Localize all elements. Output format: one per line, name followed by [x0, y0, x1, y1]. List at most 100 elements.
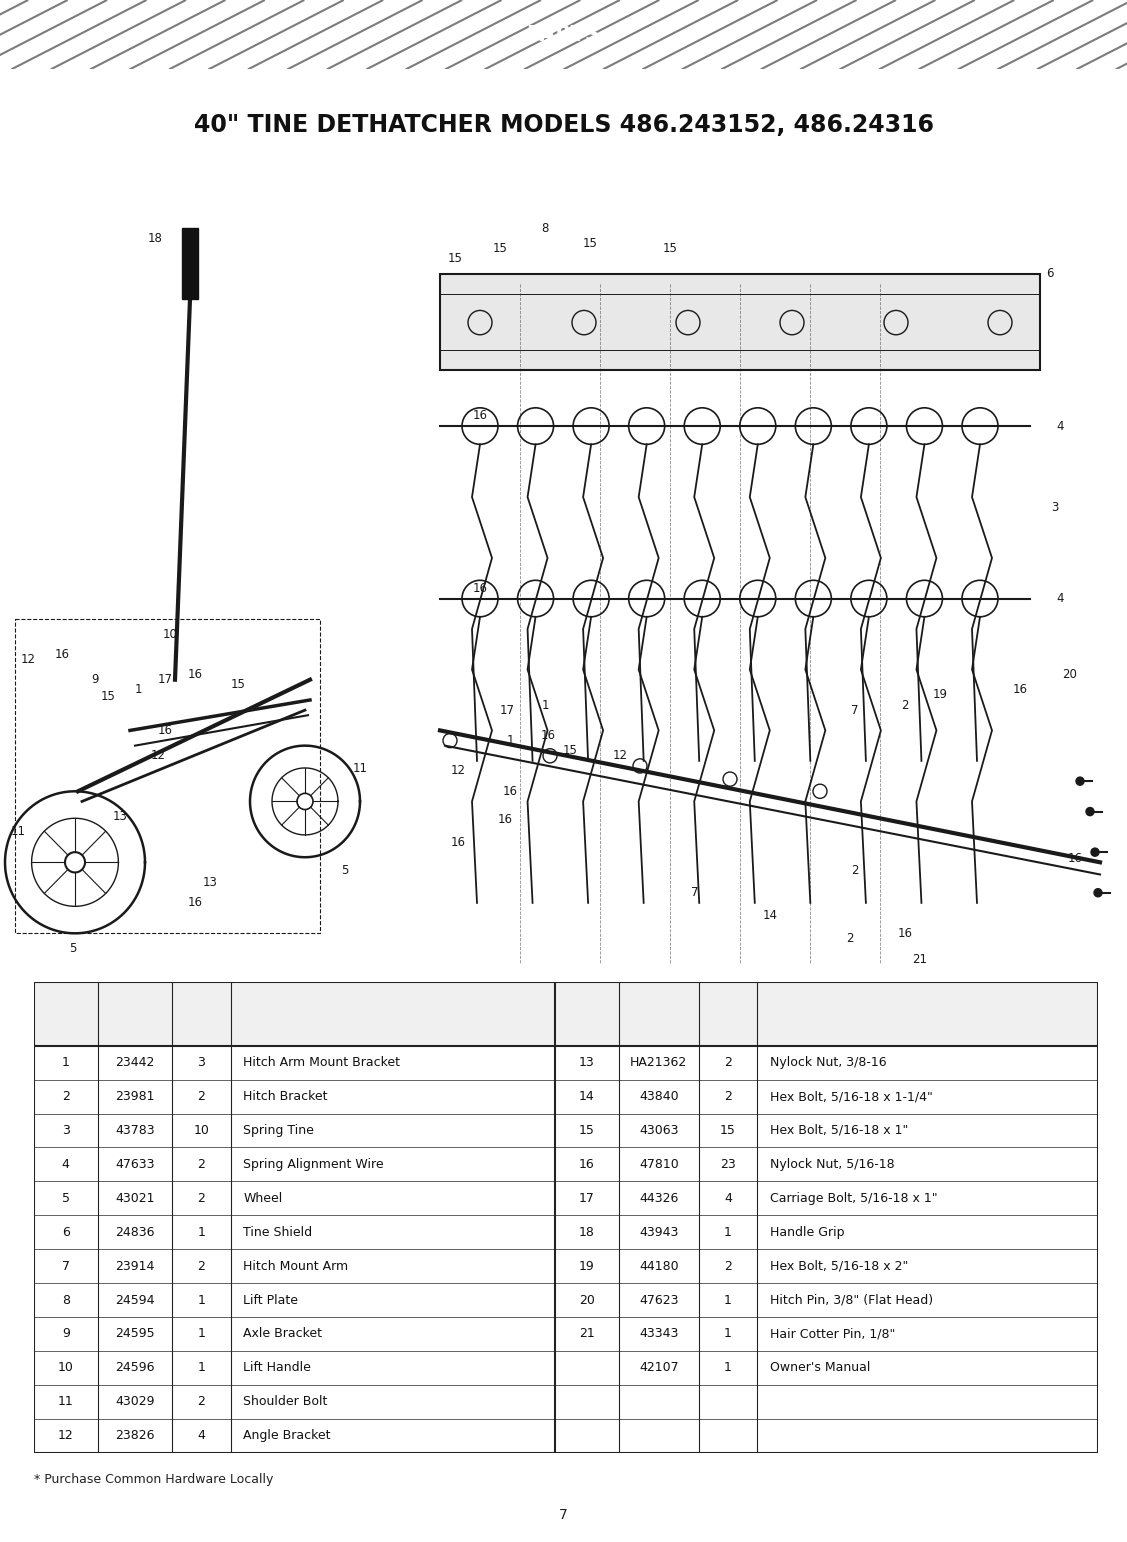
Text: 2: 2	[62, 1090, 70, 1103]
Text: 10: 10	[162, 628, 177, 640]
Text: Spring Alignment Wire: Spring Alignment Wire	[243, 1158, 384, 1170]
Text: Hitch Arm Mount Bracket: Hitch Arm Mount Bracket	[243, 1056, 400, 1069]
Text: 23442: 23442	[115, 1056, 154, 1069]
Text: 2: 2	[197, 1158, 205, 1170]
Text: 9: 9	[91, 674, 99, 686]
Text: 4: 4	[724, 1192, 731, 1204]
Text: 12: 12	[151, 749, 166, 762]
Text: 19: 19	[579, 1260, 595, 1272]
Text: 1: 1	[724, 1294, 731, 1306]
Text: 18: 18	[148, 231, 162, 245]
Text: 15: 15	[231, 678, 246, 691]
Text: 24836: 24836	[115, 1226, 154, 1238]
Text: 7: 7	[62, 1260, 70, 1272]
Text: 21: 21	[579, 1328, 595, 1340]
Text: Hex Bolt, 5/16-18 x 1": Hex Bolt, 5/16-18 x 1"	[770, 1124, 908, 1136]
Text: 43783: 43783	[115, 1124, 154, 1136]
Text: Carriage Bolt, 5/16-18 x 1": Carriage Bolt, 5/16-18 x 1"	[770, 1192, 938, 1204]
Text: 2: 2	[197, 1260, 205, 1272]
Text: 2: 2	[902, 699, 908, 711]
Text: 1: 1	[541, 699, 549, 711]
Text: 4: 4	[1056, 419, 1064, 433]
Text: 40" TINE DETHATCHER MODELS 486.243152, 486.24316: 40" TINE DETHATCHER MODELS 486.243152, 4…	[194, 113, 933, 137]
Text: Lift Handle: Lift Handle	[243, 1362, 311, 1374]
Text: Hitch Bracket: Hitch Bracket	[243, 1090, 328, 1103]
Text: 5: 5	[341, 864, 348, 877]
Text: 18: 18	[579, 1226, 595, 1238]
Text: 11: 11	[353, 762, 367, 776]
Text: 15: 15	[583, 237, 597, 250]
Text: 14: 14	[579, 1090, 595, 1103]
Text: 4: 4	[197, 1429, 205, 1442]
Text: 1: 1	[197, 1226, 205, 1238]
Text: 16: 16	[541, 729, 556, 742]
Text: Hex Bolt, 5/16-18 x 2": Hex Bolt, 5/16-18 x 2"	[770, 1260, 908, 1272]
Text: 9: 9	[62, 1328, 70, 1340]
Text: 15: 15	[562, 745, 577, 757]
Text: 6: 6	[62, 1226, 70, 1238]
Text: DESCRIPTION: DESCRIPTION	[880, 1007, 975, 1021]
Text: 47810: 47810	[639, 1158, 678, 1170]
Text: 44326: 44326	[639, 1192, 678, 1204]
Text: 24594: 24594	[115, 1294, 154, 1306]
Bar	[15, 618, 320, 933]
Text: 7: 7	[691, 887, 699, 899]
Text: Spring Tine: Spring Tine	[243, 1124, 314, 1136]
Text: 3: 3	[1051, 501, 1058, 513]
Text: 3: 3	[62, 1124, 70, 1136]
Circle shape	[1091, 848, 1099, 856]
Text: 13: 13	[203, 876, 218, 890]
Text: 23826: 23826	[115, 1429, 154, 1442]
Text: 15: 15	[492, 242, 507, 254]
Text: 16: 16	[503, 785, 517, 797]
Text: 1: 1	[197, 1328, 205, 1340]
Text: Owner's Manual: Owner's Manual	[770, 1362, 870, 1374]
Text: QTY.: QTY.	[712, 1007, 744, 1021]
Text: 12: 12	[57, 1429, 73, 1442]
Text: 12: 12	[451, 765, 465, 777]
Text: 2: 2	[724, 1056, 731, 1069]
Text: 23: 23	[720, 1158, 736, 1170]
Text: 20: 20	[1063, 668, 1077, 682]
Text: PARTS: PARTS	[526, 25, 601, 45]
Text: 43943: 43943	[639, 1226, 678, 1238]
Text: 16: 16	[54, 648, 70, 662]
Text: Hitch Pin, 3/8" (Flat Head): Hitch Pin, 3/8" (Flat Head)	[770, 1294, 933, 1306]
Circle shape	[1094, 888, 1102, 897]
Text: 2: 2	[724, 1260, 731, 1272]
Text: Hair Cotter Pin, 1/8": Hair Cotter Pin, 1/8"	[770, 1328, 895, 1340]
Text: 7: 7	[851, 703, 859, 717]
Text: 16: 16	[451, 836, 465, 848]
Text: 7: 7	[559, 1508, 568, 1522]
Text: Lift Plate: Lift Plate	[243, 1294, 299, 1306]
Text: 16: 16	[897, 927, 913, 939]
Circle shape	[1086, 808, 1094, 816]
Text: Wheel: Wheel	[243, 1192, 283, 1204]
Text: 5: 5	[70, 942, 77, 954]
Text: 43029: 43029	[115, 1396, 154, 1408]
Text: 15: 15	[100, 691, 115, 703]
Text: 16: 16	[1012, 683, 1028, 697]
Text: 20: 20	[579, 1294, 595, 1306]
Text: Nylock Nut, 3/8-16: Nylock Nut, 3/8-16	[770, 1056, 887, 1069]
Text: 5: 5	[62, 1192, 70, 1204]
Text: 1: 1	[724, 1226, 731, 1238]
Text: 2: 2	[724, 1090, 731, 1103]
Text: 13: 13	[579, 1056, 595, 1069]
Bar	[34, 982, 1098, 1045]
Text: 15: 15	[720, 1124, 736, 1136]
Text: 14: 14	[763, 908, 778, 922]
Text: 24595: 24595	[115, 1328, 154, 1340]
Circle shape	[1076, 777, 1084, 785]
Text: 16: 16	[472, 581, 488, 595]
Bar	[440, 274, 1040, 370]
Text: 17: 17	[158, 674, 172, 686]
Text: 19: 19	[932, 688, 948, 702]
Text: Tine Shield: Tine Shield	[243, 1226, 312, 1238]
Text: 3: 3	[197, 1056, 205, 1069]
Text: 15: 15	[663, 242, 677, 254]
Text: PART
NO.: PART NO.	[117, 999, 152, 1029]
Text: 11: 11	[57, 1396, 73, 1408]
Text: 16: 16	[472, 410, 488, 423]
Text: DESCRIPTION: DESCRIPTION	[346, 1007, 440, 1021]
